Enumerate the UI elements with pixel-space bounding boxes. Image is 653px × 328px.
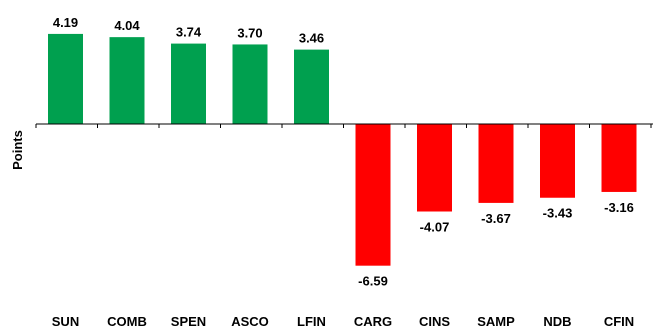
x-tick-label-sun: SUN	[52, 314, 79, 328]
y-axis-title: Points	[10, 130, 25, 170]
value-label-sun: 4.19	[53, 15, 78, 30]
bar-lfin	[294, 49, 329, 124]
x-tick-label-ndb: NDB	[543, 314, 571, 328]
value-label-ndb: -3.43	[543, 206, 573, 221]
bar-ndb	[540, 124, 575, 198]
value-label-asco: 3.70	[237, 25, 262, 40]
value-labels-group: 4.19 4.04 3.74 3.70 3.46 -6.59 -4.07 -3.67 -3.43…	[53, 15, 634, 289]
value-label-carg: -6.59	[358, 274, 388, 289]
value-label-cins: -4.07	[420, 220, 450, 235]
bar-cfin	[601, 124, 637, 192]
x-tick-label-comb: COMB	[107, 314, 147, 328]
value-label-samp: -3.67	[481, 211, 511, 226]
value-label-comb: 4.04	[114, 18, 140, 33]
bar-spen	[171, 43, 206, 125]
x-tick-label-lfin: LFIN	[297, 314, 326, 328]
value-label-spen: 3.74	[176, 25, 202, 40]
value-label-cfin: -3.16	[604, 200, 634, 215]
x-tick-label-spen: SPEN	[171, 314, 206, 328]
bar-asco	[232, 44, 268, 125]
x-axis-ticks-group	[35, 124, 652, 128]
bar-comb	[109, 37, 145, 124]
bar-samp	[478, 124, 514, 203]
x-tick-label-asco: ASCO	[231, 314, 269, 328]
x-tick-label-cins: CINS	[419, 314, 450, 328]
value-label-lfin: 3.46	[299, 31, 324, 46]
bars-group	[48, 33, 637, 266]
x-tick-label-samp: SAMP	[477, 314, 515, 328]
bar-sun	[48, 33, 83, 124]
x-tick-label-carg: CARG	[354, 314, 392, 328]
bar-cins	[417, 124, 452, 212]
x-tick-labels-group: SUN COMB SPEN ASCO LFIN CARG CINS SAMP NDB CFIN	[52, 314, 634, 328]
bar-carg	[355, 124, 391, 266]
x-tick-label-cfin: CFIN	[604, 314, 634, 328]
